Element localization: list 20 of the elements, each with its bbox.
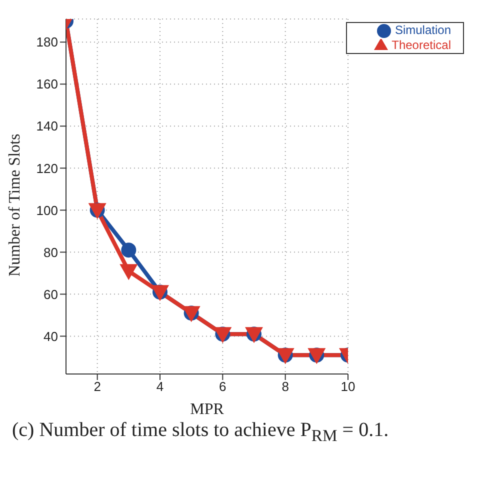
x-axis-title: MPR [190,401,224,418]
point [120,264,138,280]
y-tick-label: 140 [36,118,58,134]
x-tick-label: 8 [282,379,289,394]
y-tick-label: 100 [36,202,58,218]
x-tick-label: 6 [219,379,226,394]
x-tick-label: 10 [340,379,356,394]
y-tick-label: 180 [36,34,58,50]
x-tick-label: 4 [156,379,164,394]
y-axis-title: Number of Time Slots [6,134,24,276]
point [121,242,136,258]
y-tick-label: 160 [36,76,58,92]
legend-label: Theoretical [392,38,451,52]
y-tick-label: 60 [44,286,58,302]
x-tick-label: 2 [94,379,101,394]
y-tick-label: 120 [36,160,58,176]
y-tick-label: 80 [44,244,58,260]
legend-label: Simulation [394,23,451,37]
text: (c) Number of time slots to achieve P$_{RM}$ = 0.1. [11,418,390,447]
y-tick-label: 40 [44,328,58,344]
